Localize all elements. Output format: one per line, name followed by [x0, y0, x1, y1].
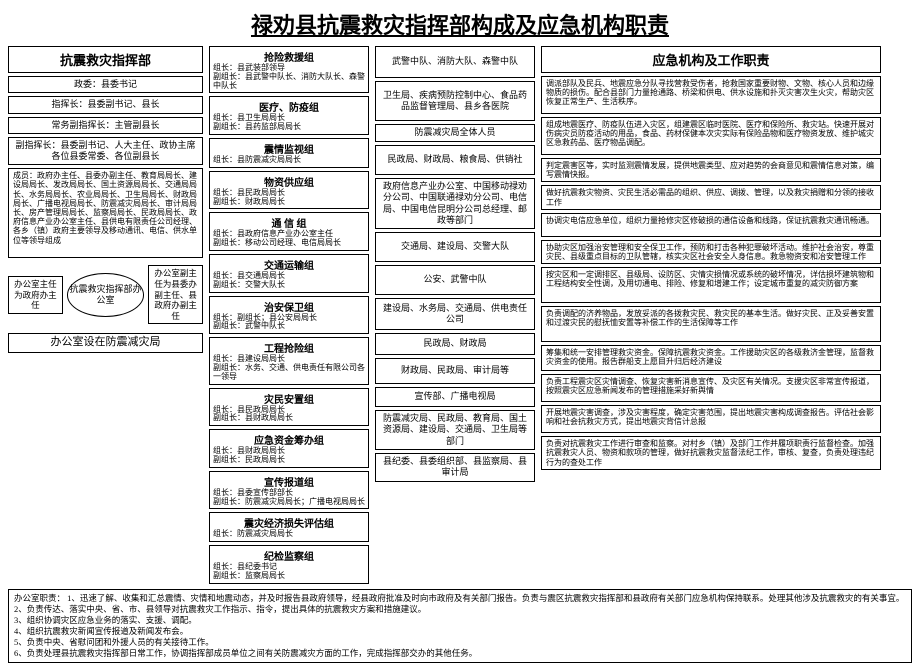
group-title-9: 应急资金筹办组 — [213, 432, 365, 447]
group-sub-9: 组长：县财政局局长 副组长：民政局局长 — [213, 447, 365, 465]
group-12: 纪检监察组组长：县纪委书记 副组长：监察局局长 — [209, 545, 369, 584]
group-title-10: 宣传报道组 — [213, 474, 365, 489]
left-header: 抗震救灾指挥部 — [8, 46, 203, 73]
box-chengyuan: 成员：政府办主任、县委办副主任、教育局局长、建设局局长、发改局局长、国土资源局局… — [8, 168, 203, 258]
group-title-5: 交通运输组 — [213, 257, 365, 272]
group-title-2: 震情监视组 — [213, 141, 365, 156]
agency-8: 民政局、财政局 — [375, 333, 535, 355]
duty-1: 组成地震医疗、防疫队伍进入灾区，组建震区临时医院、医疗和保险所、救灾站。快速开展… — [541, 117, 881, 155]
duty-0: 调派部队及民兵、地震应急分队寻找营救受伤者，抢救国家重要财物、文物、核心人员和边… — [541, 76, 881, 114]
group-sub-0: 组长：县武装部领导 副组长：县武警中队长、消防大队长、森警中队长 — [213, 64, 365, 90]
agency-4: 政府信息产业办公室、中国移动禄劝分公司、中国联通禄劝分公司、电信局、中国电信昆明… — [375, 178, 535, 229]
agency-7: 建设局、水务局、交通局、供电责任公司 — [375, 298, 535, 330]
agency-0: 武警中队、消防大队、森警中队 — [375, 46, 535, 78]
duty-3: 做好抗震救灾物资、灾民生活必需品的组织、供应、调拨、管理，以及救灾捐赠和分领的接… — [541, 185, 881, 209]
group-sub-7: 组长：县建设局局长 副组长：水务、交通、供电责任有限公司各一领导 — [213, 355, 365, 381]
page-title: 禄劝县抗震救灾指挥部构成及应急机构职责 — [8, 8, 912, 40]
right-header: 应急机构及工作职责 — [541, 46, 881, 73]
group-sub-5: 组长：县交通局局长 副组长：交警大队长 — [213, 272, 365, 290]
group-title-6: 治安保卫组 — [213, 299, 365, 314]
footer: 办公室职责： 1、迅速了解、收集和汇总震情、灾情和地震动态，并及时报告县政府领导… — [8, 589, 912, 663]
group-11: 震灾经济损失评估组组长：防震减灾局局长 — [209, 512, 369, 542]
group-3: 物资供应组组长：县民政局局长 副组长：财政局局长 — [209, 171, 369, 210]
box-fuzhihui: 副指挥长：县委副书记、人大主任、政协主席 各位县委常委、各位副县长 — [8, 137, 203, 166]
group-sub-4: 组长：县政府信息产业办公室主任 副组长：移动公司经理、电信局局长 — [213, 230, 365, 248]
duty-11: 负责对抗震救灾工作进行审查和监察。对村乡（镇）及部门工作并履项职责行监督检查。加… — [541, 436, 881, 470]
group-title-0: 抢险救援组 — [213, 49, 365, 64]
group-sub-10: 组长：县委宣传部部长 副组长：防震减灾局局长；广播电视局局长 — [213, 489, 365, 507]
group-title-3: 物资供应组 — [213, 174, 365, 189]
agency-6: 公安、武警中队 — [375, 265, 535, 295]
agency-10: 宣传部、广播电视局 — [375, 387, 535, 407]
group-sub-3: 组长：县民政局局长 副组长：财政局局长 — [213, 189, 365, 207]
duty-6: 按灾区和一定调排区、县级局、设防区、灾情灾损情况或系统的破坏情况，详估损坏建筑物… — [541, 267, 881, 303]
group-title-7: 工程抢险组 — [213, 340, 365, 355]
group-sub-2: 组长：县防震减灾局局长 — [213, 156, 365, 165]
group-0: 抢险救援组组长：县武装部领导 副组长：县武警中队长、消防大队长、森警中队长 — [209, 46, 369, 93]
group-sub-12: 组长：县纪委书记 副组长：监察局局长 — [213, 563, 365, 581]
group-4: 通 信 组组长：县政府信息产业办公室主任 副组长：移动公司经理、电信局局长 — [209, 212, 369, 251]
footer-head: 办公室职责： — [14, 593, 65, 603]
group-8: 灾民安置组组长：县民政局局长 副组长：县财政局局长 — [209, 388, 369, 427]
group-5: 交通运输组组长：县交通局局长 副组长：交警大队长 — [209, 254, 369, 293]
group-sub-1: 组长：县卫生局局长 副组长：县药监部局局长 — [213, 114, 365, 132]
group-7: 工程抢险组组长：县建设局局长 副组长：水务、交通、供电责任有限公司各一领导 — [209, 337, 369, 384]
group-6: 治安保卫组组长：副组长；县公安局局长 副组长：武警中队长 — [209, 296, 369, 335]
group-2: 震情监视组组长：县防震减灾局局长 — [209, 138, 369, 168]
office-oval: 抗震救灾指挥部办公室 — [67, 273, 145, 317]
duty-10: 开展地震灾害调查，涉及灾害程度，确定灾害范围，提出地震灾害构成调查报告。评估社会… — [541, 405, 881, 433]
agency-11: 防震减灾局、民政局、教育局、国土资源局、建设局、交通局、卫生局等部门 — [375, 410, 535, 450]
group-title-12: 纪检监察组 — [213, 548, 365, 563]
office-right: 办公室副主任为县委办副主任、县政府办副主任 — [148, 265, 203, 324]
duty-2: 判定震害区等，实时监测震情发展，提供地震类型、应对趋势的会商意见和震情信息对策，… — [541, 158, 881, 182]
duty-4: 协调灾电信应急单位，组织力量抢修灾区修破损的通信设备和线路，保证抗震救灾通讯畅通… — [541, 213, 881, 237]
agency-12: 县纪委、县委组织部、县监察局、县审计局 — [375, 453, 535, 482]
group-1: 医疗、防疫组组长：县卫生局局长 副组长：县药监部局局长 — [209, 96, 369, 135]
box-zhengwei: 政委：县委书记 — [8, 76, 203, 93]
box-changwu: 常务副指挥长：主管副县长 — [8, 117, 203, 134]
group-9: 应急资金筹办组组长：县财政局局长 副组长：民政局局长 — [209, 429, 369, 468]
duty-5: 协助灾区加强治安管理和安全保卫工作，预防和打击各种犯罪破坏活动。维护社会治安，尊… — [541, 240, 881, 264]
duty-9: 负责工程震灾区灾情调查、恢复灾害新消息宣传、及灾区有关情况。支援灾区非常宣传报道… — [541, 374, 881, 402]
office-location: 办公室设在防震减灾局 — [8, 333, 203, 353]
group-sub-8: 组长：县民政局局长 副组长：县财政局局长 — [213, 406, 365, 424]
agency-3: 民政局、财政局、粮食局、供销社 — [375, 145, 535, 175]
duty-7: 负责调配的济养物品，发放妥派的各拨救灾民、救灾民的基本生活。做好灾民、正及妥善安… — [541, 306, 881, 342]
office-left: 办公室主任为政府办主任 — [8, 276, 63, 314]
box-zhihuizhang: 指挥长：县委副书记、县长 — [8, 96, 203, 113]
group-title-8: 灾民安置组 — [213, 391, 365, 406]
agency-2: 防震减灾局全体人员 — [375, 124, 535, 142]
group-10: 宣传报道组组长：县委宣传部部长 副组长：防震减灾局局长；广播电视局局长 — [209, 471, 369, 510]
agency-5: 交通局、建设局、交警大队 — [375, 232, 535, 262]
agency-9: 财政局、民政局、审计局等 — [375, 358, 535, 384]
group-sub-6: 组长：副组长；县公安局局长 副组长：武警中队长 — [213, 314, 365, 332]
agency-1: 卫生局、疾病预防控制中心、食品药品监督管理局、县乡各医院 — [375, 81, 535, 121]
group-sub-11: 组长：防震减灾局局长 — [213, 530, 365, 539]
duty-8: 筹集和统一安排管理救灾资金。保障抗震救灾资金。工作援助灾区的各级救济金管理，监督… — [541, 345, 881, 371]
